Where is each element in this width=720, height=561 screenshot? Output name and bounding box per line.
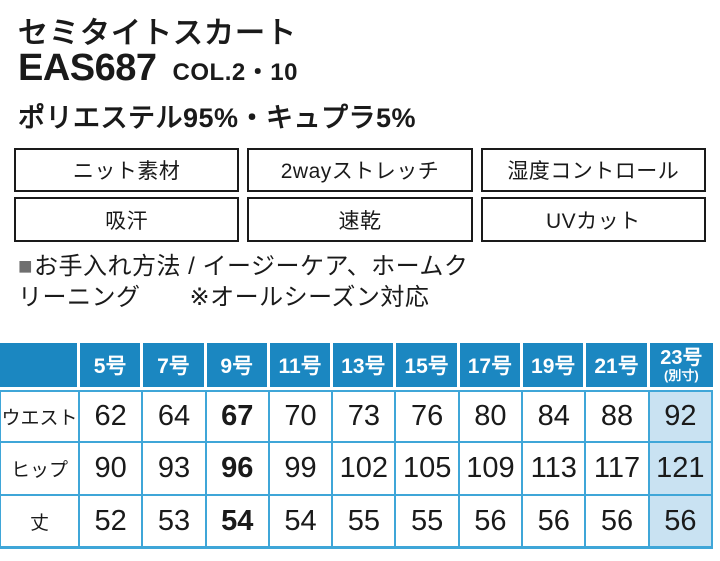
square-bullet-icon: ■ xyxy=(18,253,33,280)
size-col-header-23-label: 23号 xyxy=(660,347,703,369)
row-label-hip: ヒップ xyxy=(0,443,80,496)
size-cell: 109 xyxy=(459,443,524,496)
row-label-waist: ウエスト xyxy=(0,390,80,443)
size-cell: 56 xyxy=(586,496,650,549)
size-cell: 73 xyxy=(333,390,397,443)
size-col-header-13: 13号 xyxy=(333,343,397,390)
size-cell: 80 xyxy=(459,390,524,443)
size-col-header-5: 5号 xyxy=(80,343,144,390)
size-cell: 64 xyxy=(143,390,207,443)
size-cell: 84 xyxy=(523,390,587,443)
care-line-1: ■お手入れ方法 / イージーケア、ホームク xyxy=(18,251,468,282)
size-cell: 113 xyxy=(523,443,587,496)
feature-badge-humidity-control: 湿度コントロール xyxy=(480,148,706,192)
size-cell: 96 xyxy=(206,443,270,496)
care-line-1-text: お手入れ方法 / イージーケア、ホームク xyxy=(34,253,469,280)
care-instructions: ■お手入れ方法 / イージーケア、ホームク リーニング ※オールシーズン対応 xyxy=(18,251,468,313)
size-col-header-9: 9号 xyxy=(206,343,270,390)
size-cell: 55 xyxy=(333,496,397,549)
feature-badge-2way-stretch: 2wayストレッチ xyxy=(247,148,473,192)
size-cell: 56 xyxy=(523,496,587,549)
row-label-length: 丈 xyxy=(0,496,80,549)
size-col-header-23: 23号 (別寸) xyxy=(649,343,713,390)
feature-badge-sweat-absorb: 吸汗 xyxy=(14,197,240,242)
size-cell-highlight: 56 xyxy=(649,496,713,549)
size-cell: 105 xyxy=(396,443,460,496)
table-row-waist: ウエスト 62 64 67 70 73 76 80 84 88 92 xyxy=(0,390,713,443)
material-composition: ポリエステル95%・キュプラ5% xyxy=(18,103,417,133)
size-cell: 54 xyxy=(206,496,270,549)
size-table-corner-cell xyxy=(0,343,80,390)
product-name: セミタイトスカート xyxy=(18,17,297,50)
size-col-header-17: 17号 xyxy=(459,343,524,390)
feature-badge-knit: ニット素材 xyxy=(14,148,240,192)
feature-badge-quick-dry: 速乾 xyxy=(247,197,473,242)
size-col-header-19: 19号 xyxy=(523,343,587,390)
size-cell: 67 xyxy=(206,390,270,443)
feature-badge-uv-cut: UVカット xyxy=(480,197,706,242)
size-cell: 88 xyxy=(586,390,650,443)
size-cell-highlight: 92 xyxy=(649,390,713,443)
table-row-hip: ヒップ 90 93 96 99 102 105 109 113 117 121 xyxy=(0,443,713,496)
size-cell: 93 xyxy=(143,443,207,496)
size-cell: 54 xyxy=(269,496,334,549)
size-cell: 62 xyxy=(80,390,144,443)
size-cell: 76 xyxy=(396,390,460,443)
feature-badges: ニット素材 2wayストレッチ 湿度コントロール 吸汗 速乾 UVカット xyxy=(14,148,706,242)
size-table-header-row: 5号 7号 9号 11号 13号 15号 17号 19号 21号 23号 (別寸… xyxy=(0,343,713,390)
size-cell: 99 xyxy=(269,443,334,496)
size-col-header-23-note: (別寸) xyxy=(664,368,699,383)
table-row-length: 丈 52 53 54 54 55 55 56 56 56 56 xyxy=(0,496,713,549)
size-table: 5号 7号 9号 11号 13号 15号 17号 19号 21号 23号 (別寸… xyxy=(0,343,713,549)
size-cell: 56 xyxy=(459,496,524,549)
size-cell: 90 xyxy=(80,443,144,496)
product-code-row: EAS687 COL.2・10 xyxy=(18,47,298,90)
product-color-code: COL.2・10 xyxy=(172,59,298,86)
size-col-header-21: 21号 xyxy=(586,343,650,390)
size-cell: 102 xyxy=(333,443,397,496)
size-cell: 55 xyxy=(396,496,460,549)
size-cell: 117 xyxy=(586,443,650,496)
size-cell: 53 xyxy=(143,496,207,549)
size-col-header-11: 11号 xyxy=(269,343,334,390)
care-line-2: リーニング ※オールシーズン対応 xyxy=(18,284,430,311)
product-code: EAS687 xyxy=(18,47,157,89)
size-col-header-15: 15号 xyxy=(396,343,460,390)
size-cell-highlight: 121 xyxy=(649,443,713,496)
size-cell: 52 xyxy=(80,496,144,549)
size-col-header-7: 7号 xyxy=(143,343,207,390)
size-cell: 70 xyxy=(269,390,334,443)
